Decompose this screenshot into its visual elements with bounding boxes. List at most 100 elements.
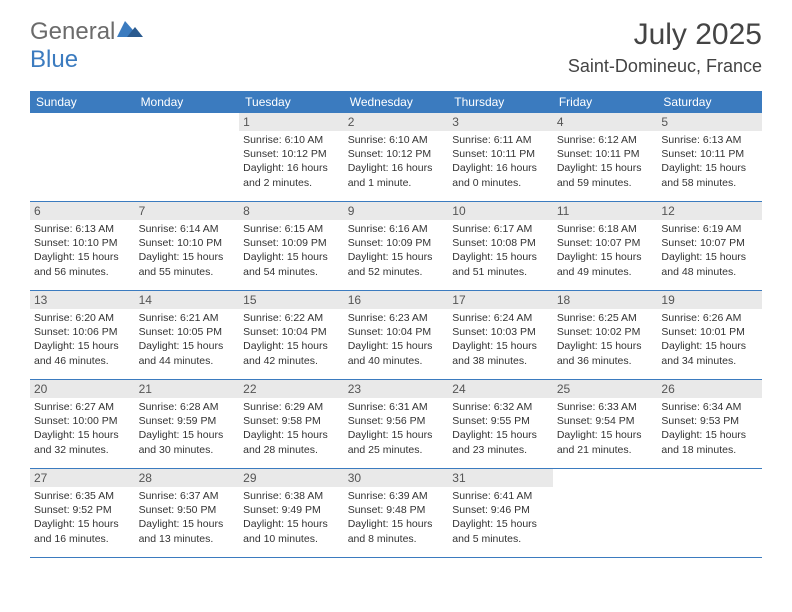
day-cell: 10 Sunrise: 6:17 AMSunset: 10:08 PMDaylig…: [448, 202, 553, 290]
day-cell: [553, 469, 658, 557]
week-row: 27Sunrise: 6:35 AMSunset: 9:52 PMDayligh…: [30, 469, 762, 558]
day-cell: 24 Sunrise: 6:32 AMSunset: 9:55 PMDayligh…: [448, 380, 553, 468]
day-cell: 7 Sunrise: 6:14 AMSunset: 10:10 PMDayligh…: [135, 202, 240, 290]
day-number: 13: [30, 291, 135, 309]
day-cell: [30, 113, 135, 201]
day-number: 5: [657, 113, 762, 131]
day-cell: 3Sunrise: 6:11 AMSunset: 10:11 PMDayligh…: [448, 113, 553, 201]
day-number: 31: [448, 469, 553, 487]
day-info: Sunrise: 6:12 AMSunset: 10:11 PMDaylight…: [557, 133, 654, 190]
day-info: Sunrise: 6:32 AMSunset: 9:55 PMDaylight:…: [452, 400, 549, 457]
day-cell: [657, 469, 762, 557]
day-info: Sunrise: 6:23 AMSunset: 10:04 PMDaylight…: [348, 311, 445, 368]
header-right: July 2025 Saint-Domineuc, France: [568, 18, 762, 77]
day-cell: [135, 113, 240, 201]
logo-text-blue: Blue: [30, 46, 78, 73]
day-cell: 15 Sunrise: 6:22 AMSunset: 10:04 PMDaylig…: [239, 291, 344, 379]
day-number: 10: [448, 202, 553, 220]
day-info: Sunrise: 6:18 AMSunset: 10:07 PMDaylight…: [557, 222, 654, 279]
day-cell: 14 Sunrise: 6:21 AMSunset: 10:05 PMDaylig…: [135, 291, 240, 379]
weeks-container: 1Sunrise: 6:10 AMSunset: 10:12 PMDayligh…: [30, 113, 762, 558]
day-number: 22: [239, 380, 344, 398]
day-number: 19: [657, 291, 762, 309]
day-info: Sunrise: 6:11 AMSunset: 10:11 PMDaylight…: [452, 133, 549, 190]
day-info: Sunrise: 6:27 AMSunset: 10:00 PMDaylight…: [34, 400, 131, 457]
day-info: Sunrise: 6:24 AMSunset: 10:03 PMDaylight…: [452, 311, 549, 368]
day-number: 15: [239, 291, 344, 309]
day-info: Sunrise: 6:28 AMSunset: 9:59 PMDaylight:…: [139, 400, 236, 457]
day-number: 18: [553, 291, 658, 309]
day-number: 8: [239, 202, 344, 220]
day-info: Sunrise: 6:14 AMSunset: 10:10 PMDaylight…: [139, 222, 236, 279]
day-cell: 26Sunrise: 6:34 AMSunset: 9:53 PMDayligh…: [657, 380, 762, 468]
day-number: 26: [657, 380, 762, 398]
day-info: Sunrise: 6:13 AMSunset: 10:10 PMDaylight…: [34, 222, 131, 279]
day-number: 14: [135, 291, 240, 309]
day-header-cell: Monday: [135, 91, 240, 113]
day-info: Sunrise: 6:22 AMSunset: 10:04 PMDaylight…: [243, 311, 340, 368]
day-info: Sunrise: 6:10 AMSunset: 10:12 PMDaylight…: [243, 133, 340, 190]
week-row: 6 Sunrise: 6:13 AMSunset: 10:10 PMDayligh…: [30, 202, 762, 291]
day-header-cell: Tuesday: [239, 91, 344, 113]
day-number: 11: [553, 202, 658, 220]
week-row: 1Sunrise: 6:10 AMSunset: 10:12 PMDayligh…: [30, 113, 762, 202]
day-cell: 11 Sunrise: 6:18 AMSunset: 10:07 PMDaylig…: [553, 202, 658, 290]
day-info: Sunrise: 6:16 AMSunset: 10:09 PMDaylight…: [348, 222, 445, 279]
day-cell: 8 Sunrise: 6:15 AMSunset: 10:09 PMDayligh…: [239, 202, 344, 290]
day-number: 6: [30, 202, 135, 220]
day-cell: 29 Sunrise: 6:38 AMSunset: 9:49 PMDayligh…: [239, 469, 344, 557]
day-cell: 25Sunrise: 6:33 AMSunset: 9:54 PMDayligh…: [553, 380, 658, 468]
day-info: Sunrise: 6:15 AMSunset: 10:09 PMDaylight…: [243, 222, 340, 279]
day-info: Sunrise: 6:41 AMSunset: 9:46 PMDaylight:…: [452, 489, 549, 546]
logo-text-blue-wrap: Blue: [30, 46, 78, 74]
day-cell: 1Sunrise: 6:10 AMSunset: 10:12 PMDayligh…: [239, 113, 344, 201]
day-cell: 6 Sunrise: 6:13 AMSunset: 10:10 PMDayligh…: [30, 202, 135, 290]
day-info: Sunrise: 6:25 AMSunset: 10:02 PMDaylight…: [557, 311, 654, 368]
day-number: 23: [344, 380, 449, 398]
day-cell: 23Sunrise: 6:31 AMSunset: 9:56 PMDayligh…: [344, 380, 449, 468]
day-cell: 9 Sunrise: 6:16 AMSunset: 10:09 PMDayligh…: [344, 202, 449, 290]
day-cell: 18 Sunrise: 6:25 AMSunset: 10:02 PMDaylig…: [553, 291, 658, 379]
day-info: Sunrise: 6:29 AMSunset: 9:58 PMDaylight:…: [243, 400, 340, 457]
day-header-cell: Wednesday: [344, 91, 449, 113]
day-cell: 27Sunrise: 6:35 AMSunset: 9:52 PMDayligh…: [30, 469, 135, 557]
day-cell: 2Sunrise: 6:10 AMSunset: 10:12 PMDayligh…: [344, 113, 449, 201]
day-info: Sunrise: 6:38 AMSunset: 9:49 PMDaylight:…: [243, 489, 340, 546]
day-cell: 22 Sunrise: 6:29 AMSunset: 9:58 PMDayligh…: [239, 380, 344, 468]
day-number: 4: [553, 113, 658, 131]
day-number: 21: [135, 380, 240, 398]
day-header-row: SundayMondayTuesdayWednesdayThursdayFrid…: [30, 91, 762, 113]
day-info: Sunrise: 6:21 AMSunset: 10:05 PMDaylight…: [139, 311, 236, 368]
day-header-cell: Thursday: [448, 91, 553, 113]
day-cell: 21 Sunrise: 6:28 AMSunset: 9:59 PMDayligh…: [135, 380, 240, 468]
day-header-cell: Friday: [553, 91, 658, 113]
day-number: 20: [30, 380, 135, 398]
day-header-cell: Saturday: [657, 91, 762, 113]
location: Saint-Domineuc, France: [568, 56, 762, 77]
day-number: 25: [553, 380, 658, 398]
day-number: 24: [448, 380, 553, 398]
week-row: 13 Sunrise: 6:20 AMSunset: 10:06 PMDaylig…: [30, 291, 762, 380]
day-cell: 28 Sunrise: 6:37 AMSunset: 9:50 PMDayligh…: [135, 469, 240, 557]
day-number: 29: [239, 469, 344, 487]
day-info: Sunrise: 6:26 AMSunset: 10:01 PMDaylight…: [661, 311, 758, 368]
day-number: 7: [135, 202, 240, 220]
day-info: Sunrise: 6:13 AMSunset: 10:11 PMDaylight…: [661, 133, 758, 190]
day-number: 28: [135, 469, 240, 487]
day-info: Sunrise: 6:19 AMSunset: 10:07 PMDaylight…: [661, 222, 758, 279]
day-cell: 30Sunrise: 6:39 AMSunset: 9:48 PMDayligh…: [344, 469, 449, 557]
day-number: 27: [30, 469, 135, 487]
day-cell: 19 Sunrise: 6:26 AMSunset: 10:01 PMDaylig…: [657, 291, 762, 379]
day-cell: 4 Sunrise: 6:12 AMSunset: 10:11 PMDayligh…: [553, 113, 658, 201]
day-cell: 5 Sunrise: 6:13 AMSunset: 10:11 PMDayligh…: [657, 113, 762, 201]
day-info: Sunrise: 6:17 AMSunset: 10:08 PMDaylight…: [452, 222, 549, 279]
logo-text-general: General: [30, 18, 115, 46]
day-cell: 13 Sunrise: 6:20 AMSunset: 10:06 PMDaylig…: [30, 291, 135, 379]
day-header-cell: Sunday: [30, 91, 135, 113]
day-info: Sunrise: 6:37 AMSunset: 9:50 PMDaylight:…: [139, 489, 236, 546]
day-info: Sunrise: 6:20 AMSunset: 10:06 PMDaylight…: [34, 311, 131, 368]
day-cell: 16Sunrise: 6:23 AMSunset: 10:04 PMDaylig…: [344, 291, 449, 379]
day-cell: 17Sunrise: 6:24 AMSunset: 10:03 PMDaylig…: [448, 291, 553, 379]
day-number: 2: [344, 113, 449, 131]
day-number: 9: [344, 202, 449, 220]
